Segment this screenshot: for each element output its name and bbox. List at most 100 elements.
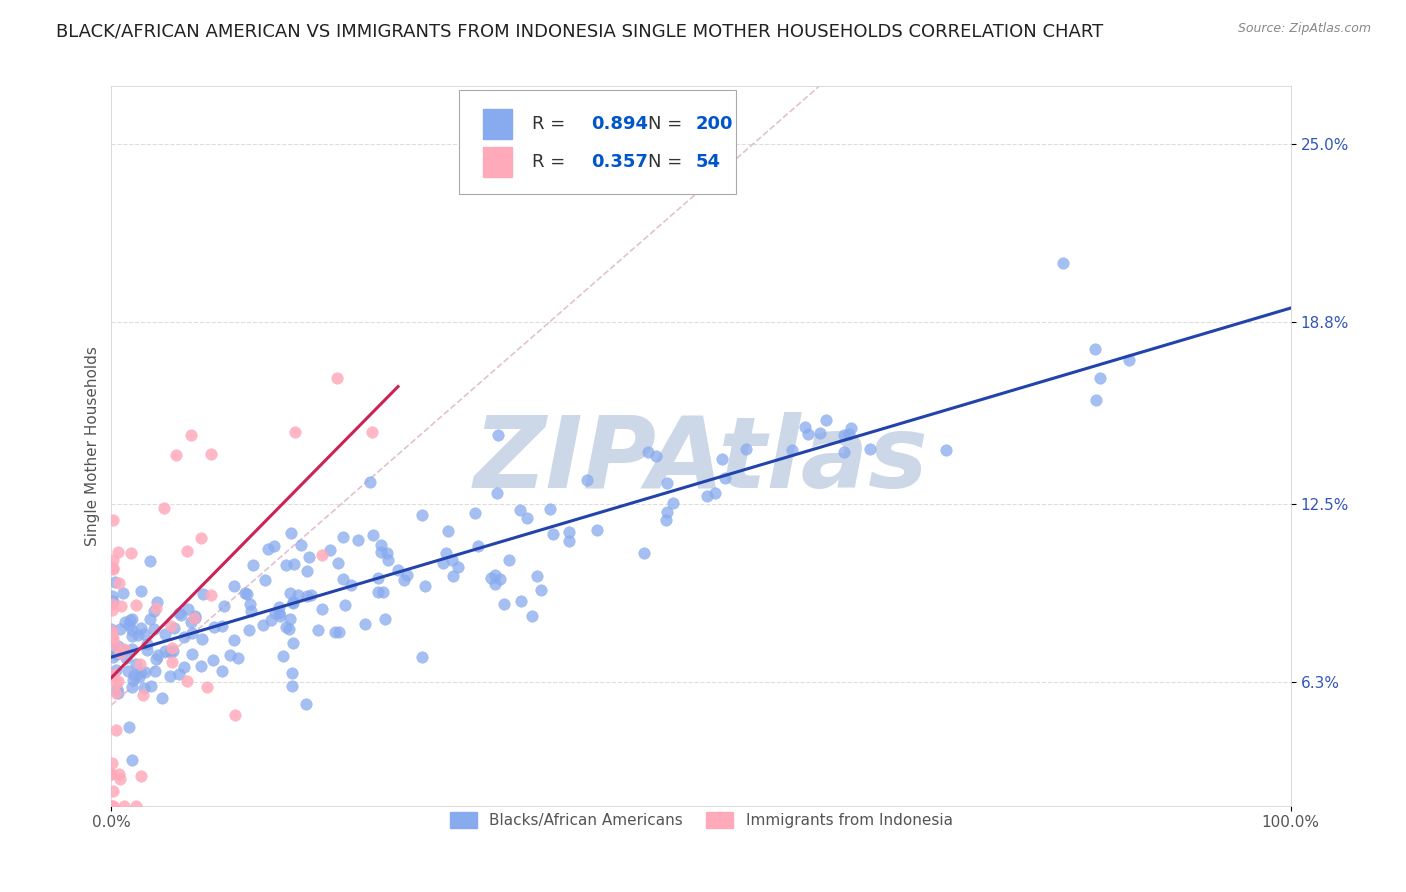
Point [107, 646, 129, 660]
Point [839, 420, 862, 434]
Point [325, 371, 347, 385]
Point [370, 544, 392, 558]
Point [167, 607, 190, 621]
Point [103, 562, 125, 576]
Point [815, 413, 838, 427]
Point [486, 427, 509, 442]
Point [190, 532, 212, 546]
Point [1118, 353, 1140, 368]
Point [274, 558, 297, 572]
Point [934, 443, 956, 458]
Text: 0.357: 0.357 [592, 153, 648, 171]
Point [218, 648, 240, 662]
Point [183, 611, 205, 625]
Point [142, 604, 165, 618]
Point [278, 585, 301, 599]
Point [101, 666, 124, 681]
Point [447, 559, 470, 574]
Point [332, 530, 354, 544]
Point [260, 614, 283, 628]
Point [797, 427, 820, 442]
Point [100, 597, 122, 611]
Point [793, 420, 815, 434]
Point [526, 569, 548, 583]
Point [121, 753, 143, 767]
Point [162, 655, 184, 669]
Point [484, 577, 506, 591]
Point [129, 622, 152, 636]
Point [153, 626, 176, 640]
Point [281, 679, 304, 693]
FancyBboxPatch shape [460, 90, 737, 194]
Point [191, 587, 214, 601]
Point [101, 513, 124, 527]
Point [224, 708, 246, 723]
Point [432, 557, 454, 571]
Point [107, 639, 129, 653]
Point [128, 670, 150, 684]
Point [239, 597, 262, 611]
Point [111, 586, 134, 600]
Point [121, 629, 143, 643]
Point [328, 625, 350, 640]
Point [100, 798, 122, 813]
Point [375, 546, 398, 560]
Point [103, 561, 125, 575]
Point [370, 537, 392, 551]
Point [134, 665, 156, 679]
Point [297, 565, 319, 579]
Point [101, 650, 124, 665]
Point [162, 644, 184, 658]
FancyBboxPatch shape [482, 147, 512, 177]
Point [367, 584, 389, 599]
Point [110, 599, 132, 614]
Point [108, 622, 131, 636]
Point [859, 442, 882, 456]
Point [103, 594, 125, 608]
Point [120, 546, 142, 560]
Point [339, 577, 361, 591]
Point [176, 673, 198, 688]
Point [173, 660, 195, 674]
Point [183, 608, 205, 623]
Point [125, 657, 148, 672]
Point [104, 641, 127, 656]
Point [100, 767, 122, 781]
Point [359, 475, 381, 490]
Point [167, 667, 190, 681]
Point [200, 447, 222, 461]
Point [110, 772, 132, 787]
Point [118, 613, 141, 627]
Point [280, 665, 302, 680]
Point [441, 568, 464, 582]
Point [112, 643, 135, 657]
Point [103, 666, 125, 681]
Point [267, 599, 290, 614]
Y-axis label: Single Mother Households: Single Mother Households [86, 346, 100, 546]
Point [122, 673, 145, 687]
Point [101, 630, 124, 644]
Point [585, 524, 607, 538]
Point [100, 602, 122, 616]
Point [441, 553, 464, 567]
Point [1084, 342, 1107, 356]
Point [354, 617, 377, 632]
Point [252, 618, 274, 632]
Point [411, 508, 433, 522]
Point [710, 451, 733, 466]
Point [367, 570, 389, 584]
Point [655, 476, 678, 491]
Point [104, 574, 127, 589]
Point [211, 665, 233, 679]
Text: 0.894: 0.894 [592, 115, 648, 133]
Point [538, 502, 561, 516]
Point [143, 622, 166, 636]
Point [132, 681, 155, 695]
Point [181, 647, 204, 661]
Point [838, 427, 860, 442]
Point [107, 545, 129, 559]
Point [254, 573, 277, 587]
Point [159, 669, 181, 683]
Point [558, 525, 581, 540]
Point [434, 546, 457, 560]
